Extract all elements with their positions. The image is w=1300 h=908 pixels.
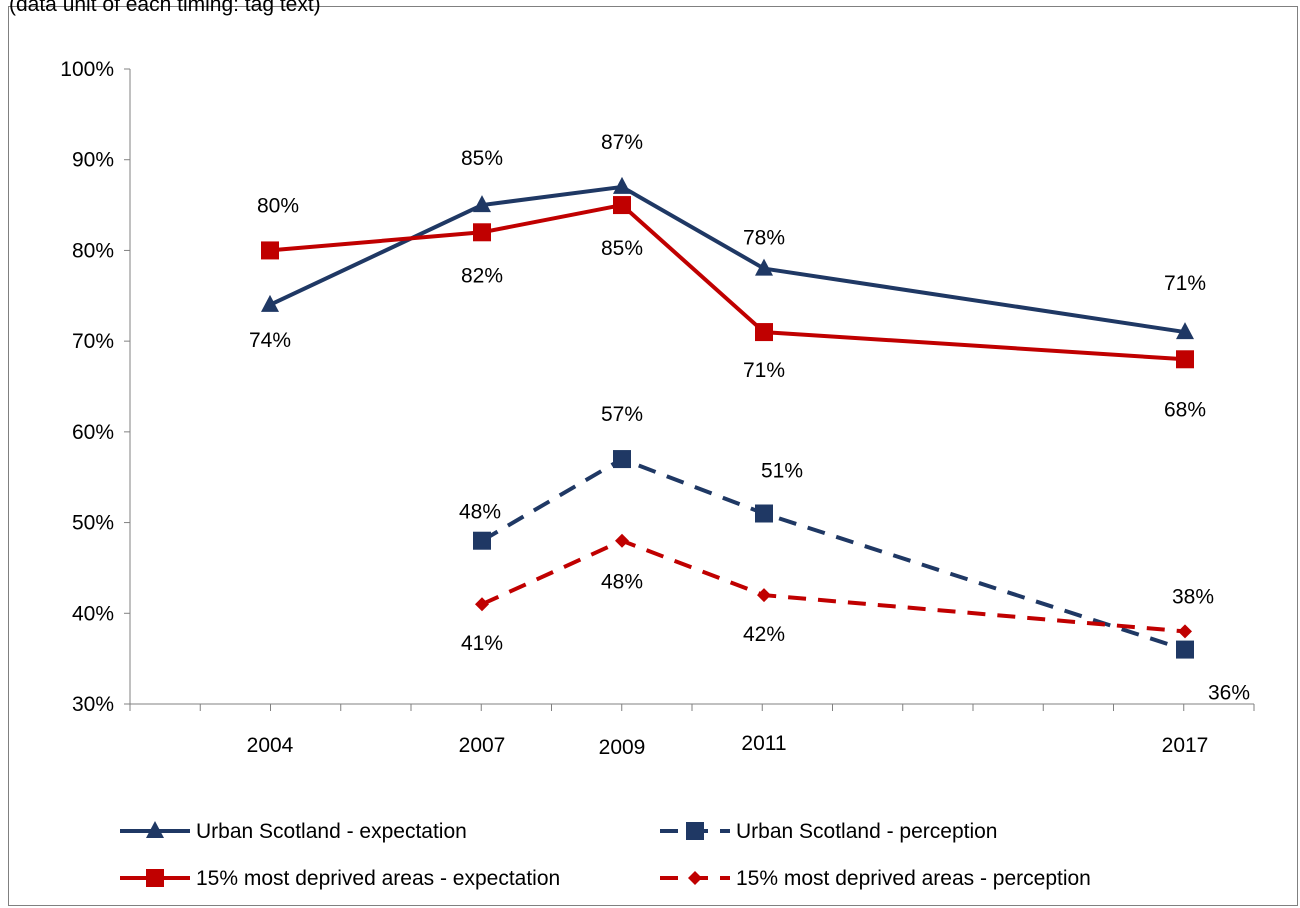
data-label: 48% bbox=[601, 571, 643, 594]
point-marker bbox=[613, 450, 631, 469]
y-tick-label: 60% bbox=[72, 421, 114, 444]
data-label: 68% bbox=[1164, 398, 1206, 421]
legend-label: Urban Scotland - expectation bbox=[196, 820, 467, 843]
data-label: 87% bbox=[601, 131, 643, 154]
x-tick-label: 2011 bbox=[741, 732, 786, 755]
series-line bbox=[269, 203, 1186, 362]
point-marker bbox=[1176, 350, 1194, 369]
point-marker bbox=[1178, 624, 1192, 639]
x-tick-label: 2017 bbox=[1162, 734, 1209, 757]
data-label: 74% bbox=[249, 329, 291, 352]
point-marker bbox=[613, 176, 631, 194]
chart-subtitle: (data unit of each timing: tag text) bbox=[9, 0, 321, 16]
data-label: 85% bbox=[601, 237, 643, 260]
series-line bbox=[480, 457, 1186, 652]
legend: Urban Scotland - expectation Urban Scotla… bbox=[120, 820, 1091, 890]
data-labels: 74% 85% 87% 78% 71% 48% 57% 51% 36% 80% 82% 85% 71% 6… bbox=[249, 131, 1250, 705]
data-label: 71% bbox=[743, 359, 785, 382]
point-marker bbox=[146, 821, 164, 838]
y-tick-label: 100% bbox=[60, 58, 114, 81]
data-label: 82% bbox=[461, 264, 503, 287]
y-tick-label: 50% bbox=[72, 512, 114, 535]
point-marker bbox=[755, 323, 773, 342]
point-marker bbox=[146, 869, 164, 887]
data-label: 57% bbox=[601, 403, 643, 426]
series-line bbox=[269, 184, 1186, 335]
data-label: 71% bbox=[1164, 272, 1206, 295]
y-tick-label: 80% bbox=[72, 239, 114, 262]
data-label: 80% bbox=[257, 194, 299, 217]
data-label: 78% bbox=[743, 227, 785, 250]
y-tick-label: 70% bbox=[72, 330, 114, 353]
point-marker bbox=[1176, 640, 1194, 659]
point-marker bbox=[475, 597, 489, 612]
data-label: 85% bbox=[461, 147, 503, 170]
point-marker bbox=[613, 196, 631, 215]
point-marker bbox=[473, 531, 491, 550]
legend-label: 15% most deprived areas - expectation bbox=[196, 867, 560, 890]
chart-axes: 30% 40% 50% 60% 70% 80% 90% 100% 2004 2007 2009 201… bbox=[60, 58, 1255, 759]
point-marker bbox=[473, 195, 491, 213]
point-marker bbox=[1176, 322, 1194, 340]
x-tick-label: 2009 bbox=[599, 736, 646, 759]
legend-label: Urban Scotland - perception bbox=[736, 820, 998, 843]
chart-frame: (data unit of each timing: tag text) bbox=[8, 0, 1298, 906]
data-label: 51% bbox=[761, 460, 803, 483]
point-marker bbox=[686, 822, 704, 840]
point-marker bbox=[261, 294, 279, 312]
x-tick-label: 2007 bbox=[459, 734, 506, 757]
series-lines bbox=[261, 176, 1194, 659]
y-tick-label: 90% bbox=[72, 149, 114, 172]
legend-label: 15% most deprived areas - perception bbox=[736, 867, 1091, 890]
data-label: 48% bbox=[459, 501, 501, 524]
point-marker bbox=[755, 258, 773, 276]
y-tick-label: 40% bbox=[72, 602, 114, 625]
point-marker bbox=[688, 871, 702, 885]
data-label: 41% bbox=[461, 632, 503, 655]
point-marker bbox=[615, 533, 629, 548]
data-label: 38% bbox=[1172, 585, 1214, 608]
point-marker bbox=[261, 241, 279, 260]
point-marker bbox=[473, 223, 491, 242]
data-label: 36% bbox=[1208, 682, 1250, 705]
series-line bbox=[481, 538, 1186, 634]
y-tick-label: 30% bbox=[72, 693, 114, 716]
x-tick-label: 2004 bbox=[247, 734, 294, 757]
point-marker bbox=[755, 504, 773, 523]
point-marker bbox=[757, 588, 771, 603]
data-label: 42% bbox=[743, 623, 785, 646]
